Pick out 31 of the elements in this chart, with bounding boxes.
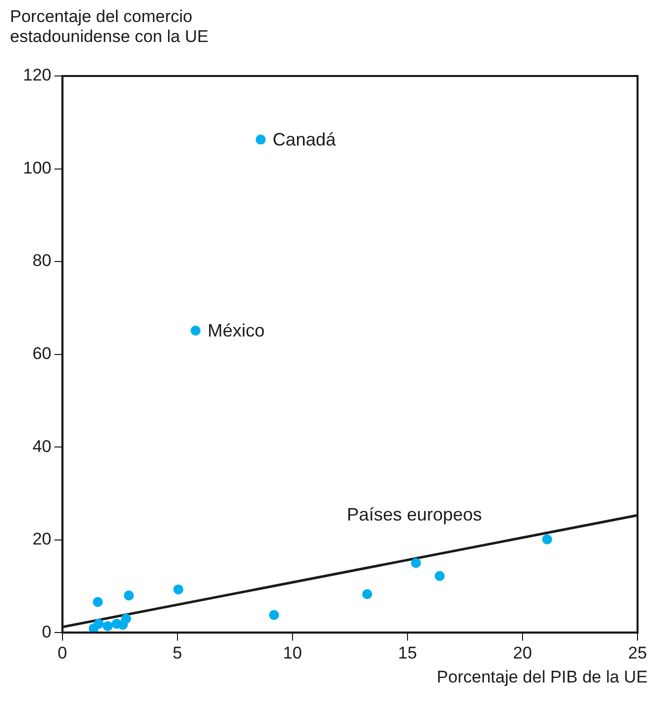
y-axis-title: Porcentaje del comercio estadounidense con la UE	[10, 7, 208, 46]
point	[434, 571, 445, 582]
annotation: Países europeos	[346, 504, 482, 524]
point	[121, 614, 132, 624]
y-tick-label: 0	[42, 622, 52, 642]
point	[190, 326, 201, 336]
point	[102, 621, 113, 632]
point	[124, 590, 134, 600]
x-tick-label: 10	[282, 643, 302, 662]
x-tick-label: 5	[172, 643, 182, 662]
y-tick-label: 40	[32, 436, 52, 456]
y-tick-label: 60	[32, 344, 52, 363]
point	[92, 596, 103, 607]
point	[542, 534, 552, 544]
y-tick-label: 120	[22, 66, 52, 85]
y-tick-label: 100	[22, 158, 52, 178]
annotation: México	[208, 320, 265, 341]
x-tick-label: 20	[513, 643, 532, 662]
point	[410, 558, 421, 568]
x-tick-label: 25	[628, 643, 648, 662]
x-axis-title: Porcentaje del PIB de la UE	[436, 668, 648, 687]
y-tick-label: 80	[32, 251, 52, 270]
x-tick-label: 15	[398, 643, 417, 662]
point	[256, 134, 266, 145]
point	[269, 610, 280, 620]
point	[362, 589, 372, 600]
annotation: Canadá	[272, 130, 337, 150]
y-tick-label: 20	[32, 530, 52, 549]
x-tick-label: 0	[58, 643, 68, 662]
point	[173, 584, 184, 594]
point	[94, 618, 104, 629]
